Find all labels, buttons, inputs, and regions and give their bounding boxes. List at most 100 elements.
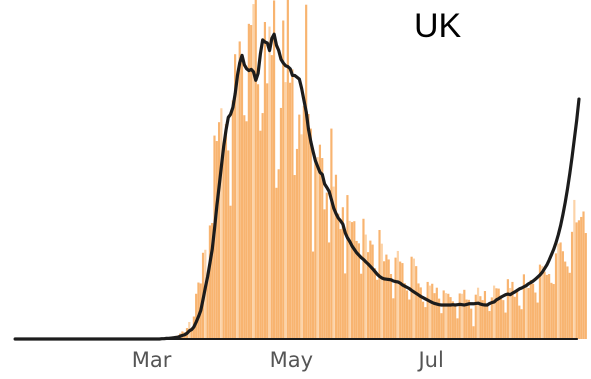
bar [568,272,571,339]
bar [344,273,347,339]
bar [481,300,484,339]
bar [559,242,562,339]
bar [566,266,569,339]
bar [435,287,438,339]
bar [561,251,564,339]
bar [295,148,299,339]
bar [493,285,496,339]
bar [417,283,420,339]
bar [208,225,211,339]
bar [476,287,480,339]
bar [339,229,342,339]
bar [325,192,328,339]
rolling-average-line [13,32,581,341]
bar [227,150,230,339]
bar [421,301,425,339]
bar [220,108,223,340]
x-tick-label: Jul [416,348,443,372]
bar [273,0,276,339]
bar [383,261,386,339]
bar [270,55,273,339]
bar [460,293,464,339]
bar [403,283,406,339]
bar [389,274,393,339]
bar [284,82,287,340]
bar [215,141,218,339]
bar [444,293,448,339]
bar [300,134,303,339]
bar [380,243,383,339]
bar [282,20,285,340]
bar [247,23,250,340]
bar [467,299,470,339]
bar [350,222,354,339]
bar [245,121,248,339]
bar [490,297,493,339]
bar [328,242,331,339]
bar [211,223,214,339]
bar [447,293,450,339]
bar [275,187,278,339]
bar [506,279,509,339]
bar [286,0,289,339]
bar [385,254,388,339]
bar [499,295,503,339]
bar [256,84,260,339]
bar [289,82,292,339]
bar [369,240,372,339]
bar [332,186,335,339]
bar [486,304,489,339]
bar [552,284,555,339]
bar [415,266,418,339]
bar [341,207,344,339]
bar [458,293,461,339]
bar [330,128,333,339]
bar [314,158,317,339]
bar [575,222,578,339]
bar [531,283,535,339]
bar [410,256,413,339]
bar [261,113,264,339]
bar [392,298,395,339]
bar [236,71,239,339]
bar [534,292,537,339]
bar [217,122,221,339]
bar [399,261,402,339]
bar [394,257,397,339]
bar [543,271,546,339]
bar [263,22,267,339]
bar-series [160,0,587,340]
bar [504,312,507,339]
bar [231,100,234,339]
bar [323,209,326,339]
bar [401,263,404,339]
bar [520,309,523,339]
bar [408,299,411,339]
bar [511,281,514,339]
bar [405,290,409,339]
bar [449,297,452,339]
bar [305,4,308,339]
bar [463,289,466,339]
bar [564,261,567,339]
bar [197,282,200,339]
bar [570,231,574,339]
bar [545,274,548,339]
bar [474,294,477,339]
bar [431,283,434,339]
bar [554,253,558,339]
bar [573,199,576,339]
bar [307,114,310,339]
bar [353,221,356,339]
bar [582,211,585,339]
bar [366,252,370,339]
bar [515,288,519,339]
x-tick-label: Mar [132,348,172,372]
bar [243,115,246,339]
bar [541,266,544,339]
bar [529,280,532,339]
bar [412,258,415,339]
bar [527,287,530,339]
bar [279,107,283,340]
bar [195,293,198,339]
